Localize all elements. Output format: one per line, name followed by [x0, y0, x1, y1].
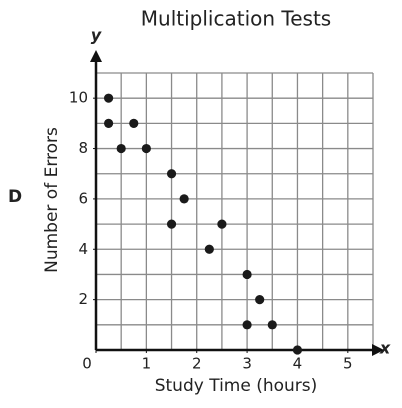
x-axis-title: Study Time (hours): [155, 376, 318, 396]
y-tick-label: 2: [78, 290, 88, 308]
y-axis-arrow: [90, 50, 102, 62]
point: [217, 219, 227, 229]
x-tick-label: 0: [82, 355, 92, 373]
point: [166, 219, 177, 229]
point: [141, 143, 151, 154]
x-axis-symbol: x: [379, 339, 391, 358]
point: [129, 118, 139, 128]
x-axis-arrow: [372, 344, 384, 356]
point: [255, 295, 265, 305]
x-tick-label: 5: [343, 355, 353, 373]
point: [267, 320, 277, 330]
x-tick-label: 1: [142, 355, 152, 373]
panel-label: D: [8, 187, 22, 207]
x-tick-label: 4: [293, 355, 303, 373]
y-axis-symbol: y: [91, 26, 102, 45]
point: [116, 143, 126, 154]
x-tick-label: 2: [192, 355, 202, 373]
point: [242, 269, 252, 280]
point: [242, 320, 252, 330]
y-tick-label: 8: [78, 139, 88, 157]
point: [179, 194, 189, 204]
x-tick-label: 3: [242, 355, 252, 373]
y-tick-label: 4: [78, 240, 88, 258]
point: [166, 169, 177, 179]
y-tick-label: 6: [78, 189, 88, 207]
point: [292, 345, 303, 355]
chart-title: Multiplication Tests: [141, 7, 331, 31]
point: [103, 118, 114, 128]
y-axis-title: Number of Errors: [42, 127, 62, 273]
y-tick-label: 10: [69, 89, 88, 107]
point: [103, 93, 114, 103]
point: [204, 244, 214, 254]
